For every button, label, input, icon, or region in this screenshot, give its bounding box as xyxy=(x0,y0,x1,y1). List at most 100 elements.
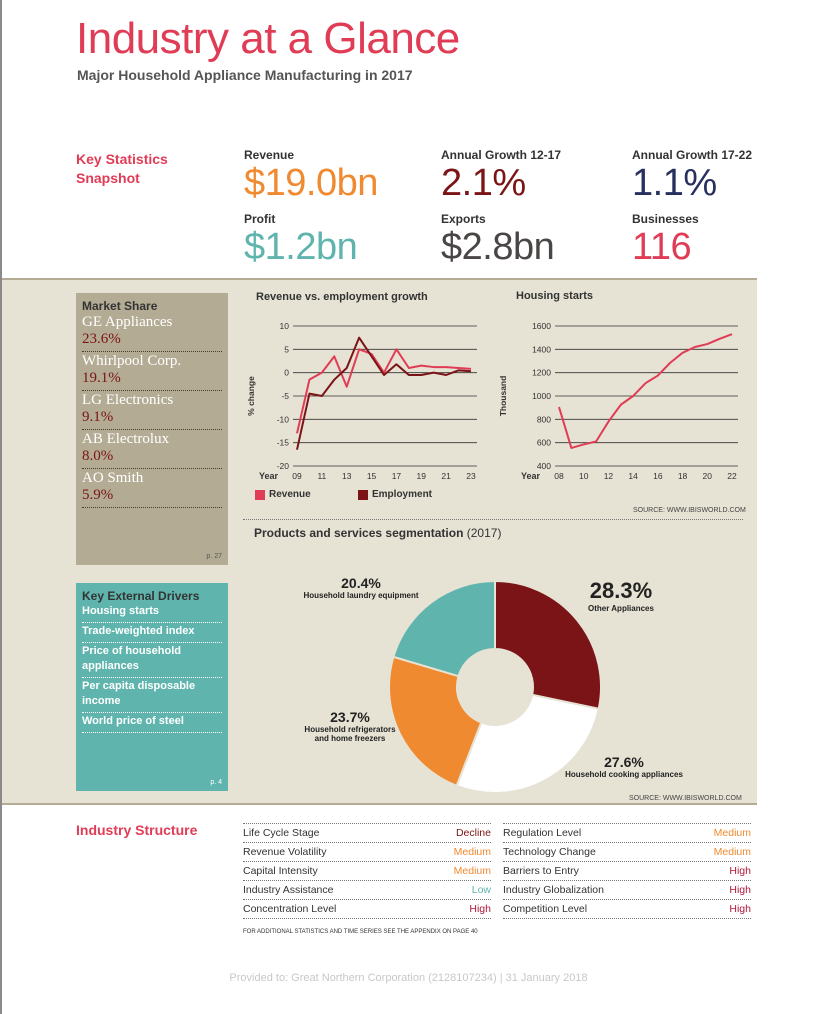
y-tick-label: -10 xyxy=(277,414,290,424)
stat-profit: Profit $1.2bn xyxy=(244,212,358,269)
structure-value: Low xyxy=(471,884,491,896)
page-left-rule xyxy=(0,0,2,1014)
company-share: 9.1% xyxy=(82,409,114,425)
pie-label-desc: Household refrigerators xyxy=(304,725,396,734)
structure-value: High xyxy=(469,903,491,915)
x-tick-label: 13 xyxy=(342,471,352,481)
provided-to-watermark: Provided to: Great Northern Corporation … xyxy=(229,972,588,984)
structure-name: Life Cycle Stage xyxy=(243,827,320,839)
x-tick-label: 16 xyxy=(653,471,663,481)
structure-row: Revenue Volatility Medium xyxy=(243,843,491,862)
stat-growth-12-17: Annual Growth 12-17 2.1% xyxy=(441,148,561,205)
structure-name: Revenue Volatility xyxy=(243,846,327,858)
segmentation-title-text: Products and services segmentation xyxy=(254,526,464,540)
page-title: Industry at a Glance xyxy=(76,14,460,63)
stat-label: Businesses xyxy=(632,212,699,226)
growth-chart-title: Revenue vs. employment growth xyxy=(256,291,428,303)
y-tick-label: 1000 xyxy=(532,391,551,401)
stat-label: Annual Growth 12-17 xyxy=(441,148,562,162)
structure-row: Barriers to Entry High xyxy=(503,862,751,881)
page-reference: p. 27 xyxy=(206,553,222,560)
y-axis-label: % change xyxy=(246,376,256,416)
donut-hole xyxy=(457,649,533,725)
pie-label-cooking: 27.6% Household cooking appliances xyxy=(556,754,692,779)
stat-label: Annual Growth 17-22 xyxy=(632,148,753,162)
x-tick-label: 20 xyxy=(703,471,713,481)
driver-item: Per capita disposable income xyxy=(82,678,222,713)
structure-row: Life Cycle Stage Decline xyxy=(243,824,491,843)
legend-swatch xyxy=(255,489,265,500)
market-share-item: LG Electronics 9.1% xyxy=(82,391,222,430)
structure-name: Regulation Level xyxy=(503,827,582,839)
chart-source: SOURCE: WWW.IBISWORLD.COM xyxy=(633,507,746,514)
pie-source: SOURCE: WWW.IBISWORLD.COM xyxy=(629,795,742,802)
key-drivers-heading: Key External Drivers xyxy=(82,589,200,603)
pie-label-desc: Other Appliances xyxy=(588,604,654,613)
company-share: 19.1% xyxy=(82,370,121,386)
y-tick-label: 400 xyxy=(537,461,551,471)
x-tick-label: 15 xyxy=(367,471,377,481)
stat-value: 116 xyxy=(632,226,692,268)
series-line-revenue xyxy=(296,348,472,434)
stat-value: $1.2bn xyxy=(244,226,358,268)
structure-value: Medium xyxy=(453,846,491,858)
x-tick-label: 14 xyxy=(628,471,638,481)
legend-label: Employment xyxy=(372,489,433,500)
market-share-item: AB Electrolux 8.0% xyxy=(82,430,222,469)
company-name: LG Electronics xyxy=(82,392,174,408)
structure-value: Medium xyxy=(453,865,491,877)
legend-swatch xyxy=(358,489,368,500)
y-tick-label: 600 xyxy=(537,438,551,448)
structure-value: Medium xyxy=(713,846,751,858)
structure-name: Concentration Level xyxy=(243,903,337,915)
company-share: 5.9% xyxy=(82,487,114,503)
stat-revenue: Revenue $19.0bn xyxy=(244,148,378,205)
pie-label-desc: Household cooking appliances xyxy=(565,770,683,779)
y-tick-label: -20 xyxy=(277,461,290,471)
pie-label-other: 28.3% Other Appliances xyxy=(566,578,676,613)
structure-row: Industry Globalization High xyxy=(503,881,751,900)
structure-name: Industry Globalization xyxy=(503,884,604,896)
structure-name: Barriers to Entry xyxy=(503,865,579,877)
legend-label: Revenue xyxy=(269,489,311,500)
company-name: Whirlpool Corp. xyxy=(82,353,182,369)
company-name: GE Appliances xyxy=(82,314,173,330)
page-subtitle: Major Household Appliance Manufacturing … xyxy=(77,67,413,83)
structure-row: Regulation Level Medium xyxy=(503,824,751,843)
y-tick-label: 0 xyxy=(284,368,289,378)
pie-label-pct: 20.4% xyxy=(341,575,381,591)
appendix-footnote: FOR ADDITIONAL STATISTICS AND TIME SERIE… xyxy=(243,929,478,935)
series-line-housing-starts xyxy=(558,333,733,449)
company-name: AO Smith xyxy=(82,470,144,486)
y-axis-label: Thousand xyxy=(498,376,508,417)
key-stats-label: Key Statistics Snapshot xyxy=(76,151,168,186)
pie-label-laundry: 20.4% Household laundry equipment xyxy=(296,575,426,600)
structure-row: Technology Change Medium xyxy=(503,843,751,862)
section-divider xyxy=(243,519,743,520)
company-name: AB Electrolux xyxy=(82,431,170,447)
driver-item: Housing starts xyxy=(82,603,222,623)
series-line-employment xyxy=(296,336,472,450)
segmentation-year: (2017) xyxy=(466,526,502,540)
x-tick-label: 23 xyxy=(466,471,476,481)
y-tick-label: -15 xyxy=(277,438,290,448)
x-tick-label: 10 xyxy=(579,471,589,481)
segmentation-title: Products and services segmentation (2017… xyxy=(254,526,501,540)
structure-name: Capital Intensity xyxy=(243,865,318,877)
structure-value: High xyxy=(729,903,751,915)
company-share: 8.0% xyxy=(82,448,114,464)
y-tick-label: 5 xyxy=(284,344,289,354)
pie-label-pct: 27.6% xyxy=(604,754,644,770)
pie-label-fridge: 23.7% Household refrigerators and home f… xyxy=(292,709,408,743)
y-tick-label: 1600 xyxy=(532,321,551,331)
stat-businesses: Businesses 116 xyxy=(632,212,699,269)
pie-label-desc: and home freezers xyxy=(314,734,386,743)
housing-chart-title: Housing starts xyxy=(516,290,594,302)
market-share-item: GE Appliances 23.6% xyxy=(82,313,222,352)
company-share: 23.6% xyxy=(82,331,121,347)
page-reference: p. 4 xyxy=(210,779,222,786)
pie-label-pct: 23.7% xyxy=(330,709,370,725)
structure-column-left: Life Cycle Stage Decline Revenue Volatili… xyxy=(243,823,491,919)
structure-row: Competition Level High xyxy=(503,900,751,919)
x-tick-label: 21 xyxy=(441,471,451,481)
